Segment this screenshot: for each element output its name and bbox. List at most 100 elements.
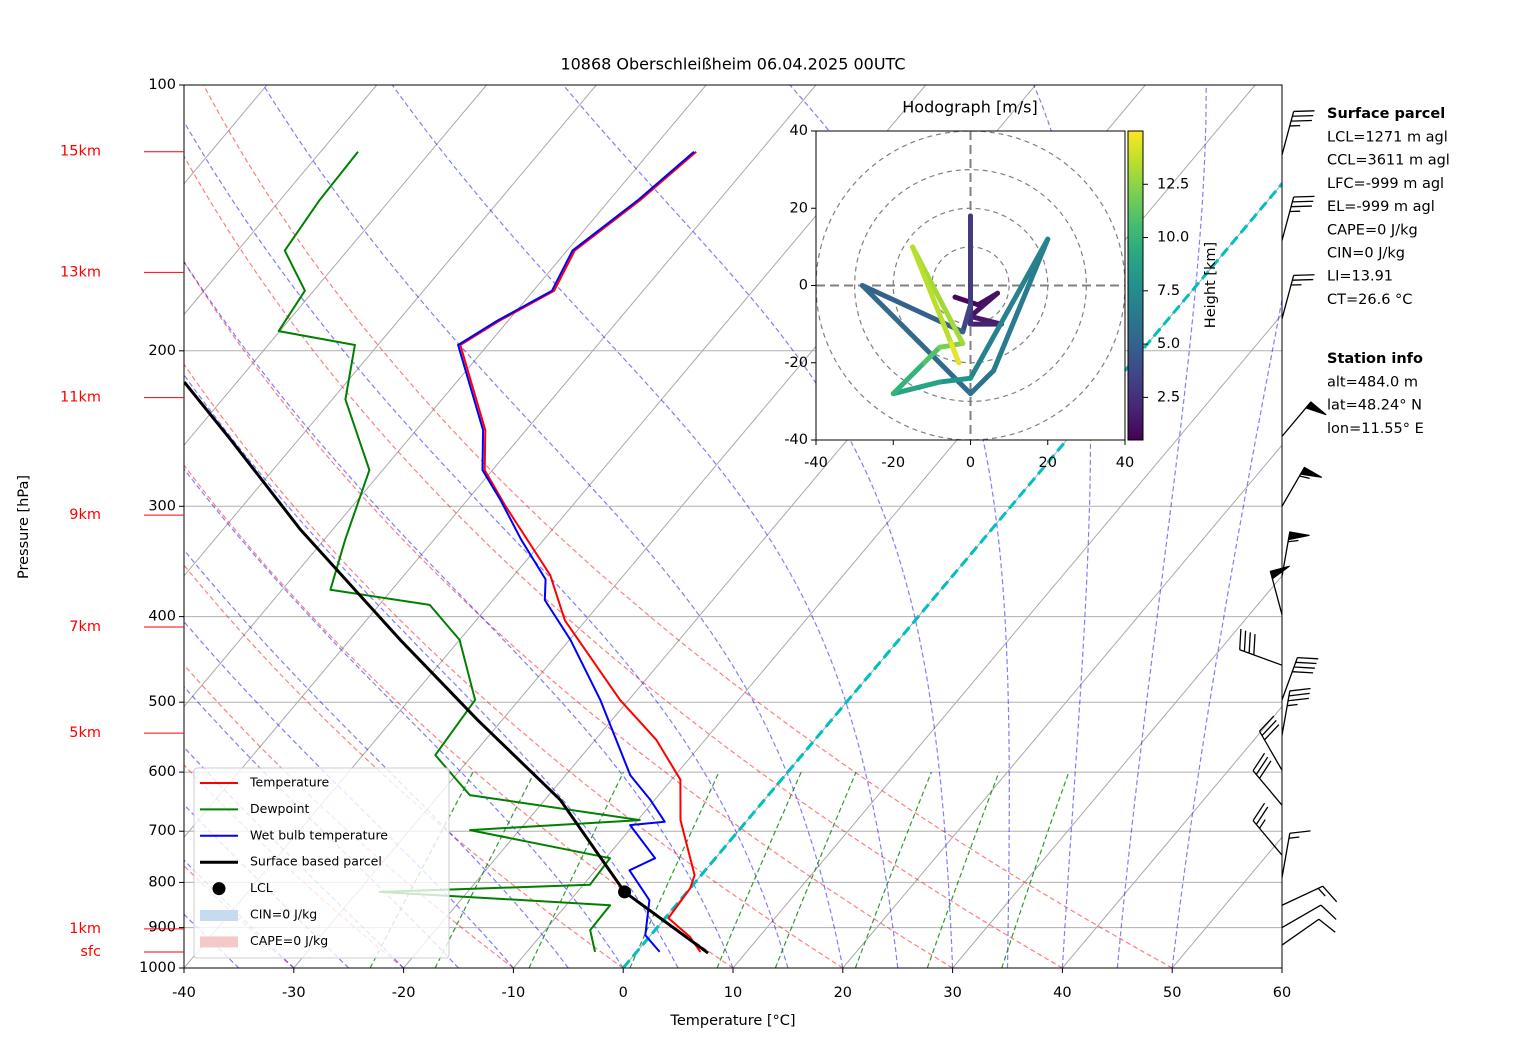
barb-staff	[1252, 752, 1283, 806]
colorbar-tick-label: 12.5	[1157, 176, 1189, 192]
isotherm	[184, 85, 707, 708]
wind-barb	[1281, 885, 1338, 906]
moist-adiabat	[184, 549, 569, 968]
y-axis-label: Pressure [hPa]	[16, 475, 32, 579]
wind-barb	[1281, 195, 1315, 241]
x-tick-label: -10	[502, 985, 526, 1001]
height-label: 5km	[69, 725, 101, 741]
profile-line	[184, 381, 709, 955]
wind-barb	[1281, 274, 1315, 320]
freezing-isotherm	[622, 181, 1282, 968]
hodograph: Hodograph [m/s] Height [km] -40 -20 0 20 40 -…	[784, 98, 1219, 472]
mixing-ratio-line	[1001, 771, 1070, 968]
wind-barb	[1281, 110, 1315, 156]
height-label: 11km	[60, 390, 101, 406]
info-line: lat=48.24° N	[1327, 398, 1422, 414]
profile-line	[459, 150, 702, 953]
moist-adiabat	[184, 620, 514, 968]
barb-staff	[1281, 918, 1336, 946]
parcel-info-title: Surface parcel	[1327, 106, 1445, 122]
y-tick-label: -40	[784, 432, 808, 448]
x-tick-label: 40	[1116, 455, 1134, 471]
x-tick-label: 0	[966, 455, 975, 471]
legend-label: CAPE=0 J/kg	[250, 933, 328, 948]
isotherm	[184, 85, 597, 577]
x-tick-label: -30	[282, 985, 306, 1001]
moist-adiabat	[184, 685, 459, 968]
x-tick-label: 20	[834, 985, 852, 1001]
lcl-point	[618, 885, 632, 899]
dry-adiabat	[184, 155, 1063, 968]
colorbar-label: Height [km]	[1203, 242, 1219, 328]
plot-area	[184, 85, 1282, 968]
x-tick-label: 60	[1273, 985, 1291, 1001]
moist-adiabat	[391, 85, 899, 968]
barb-staff	[1281, 274, 1315, 320]
info-line: EL=-999 m agl	[1327, 199, 1435, 215]
hodograph-segment	[968, 367, 997, 397]
y-tick-label: 300	[148, 498, 176, 514]
hodograph-segment	[952, 294, 981, 308]
hodograph-segment	[921, 344, 943, 366]
x-tick-label: -40	[172, 985, 196, 1001]
x-tick-label: -40	[804, 455, 828, 471]
dry-adiabat	[184, 363, 844, 968]
barb-staff	[1239, 628, 1283, 666]
y-tick-label: 500	[148, 694, 176, 710]
wind-barb	[1239, 628, 1283, 666]
dry-adiabat	[184, 564, 624, 968]
barb-staff	[1258, 715, 1283, 771]
colorbar	[1127, 130, 1144, 441]
legend-label: Surface based parcel	[250, 854, 382, 869]
barb-staff	[1281, 656, 1319, 701]
legend-label: Wet bulb temperature	[250, 827, 388, 842]
wind-barb	[1281, 904, 1337, 929]
height-label: 15km	[60, 144, 101, 160]
hodograph-segment	[890, 379, 943, 397]
info-line: LCL=1271 m agl	[1327, 130, 1448, 146]
wind-barb	[1281, 466, 1323, 507]
info-line: LFC=-999 m agl	[1327, 176, 1444, 192]
barb-staff	[1281, 687, 1311, 736]
hodograph-segment	[968, 290, 1001, 319]
mixing-ratio-line	[774, 771, 857, 968]
y-tick-label: 400	[148, 609, 176, 625]
x-tick-label: 10	[724, 985, 742, 1001]
x-tick-label: 0	[619, 985, 628, 1001]
legend-label: CIN=0 J/kg	[250, 907, 317, 922]
wind-barb	[1281, 830, 1311, 878]
legend-box	[193, 767, 450, 959]
wind-barb	[1252, 802, 1283, 856]
hodograph-segment	[968, 236, 1051, 381]
moist-adiabat	[184, 260, 734, 968]
barb-staff	[1281, 830, 1311, 878]
x-tick-label: 30	[943, 985, 961, 1001]
colorbar-tick-label: 2.5	[1157, 389, 1180, 405]
isotherm	[1062, 705, 1282, 968]
y-tick-label: 900	[148, 920, 176, 936]
isotherm	[732, 313, 1282, 968]
wind-barbs	[1239, 110, 1338, 946]
moist-adiabat	[184, 120, 789, 968]
y-tick-label: 1000	[139, 960, 176, 976]
colorbar-tick-label: 10.0	[1157, 230, 1189, 246]
hodograph-segment	[948, 340, 962, 366]
station-info-title: Station info	[1327, 351, 1423, 367]
mixing-ratio-line	[854, 771, 932, 968]
barb-staff	[1281, 401, 1312, 437]
wind-barb	[1281, 687, 1311, 736]
barb-staff	[1269, 571, 1283, 615]
barb-staff	[1281, 904, 1337, 929]
y-tick-label: 200	[148, 343, 176, 359]
height-label: 13km	[60, 264, 101, 280]
legend-swatch	[200, 936, 238, 948]
moist-adiabat	[262, 85, 844, 968]
mixing-ratio-line	[926, 771, 1000, 968]
isotherm	[952, 575, 1282, 968]
y-tick-label: 40	[790, 123, 808, 139]
wind-barb	[1281, 401, 1327, 437]
info-line: CIN=0 J/kg	[1327, 246, 1405, 262]
legend: Temperature Dewpoint Wet bulb temperature S…	[193, 767, 450, 959]
barb-staff	[1281, 467, 1310, 507]
